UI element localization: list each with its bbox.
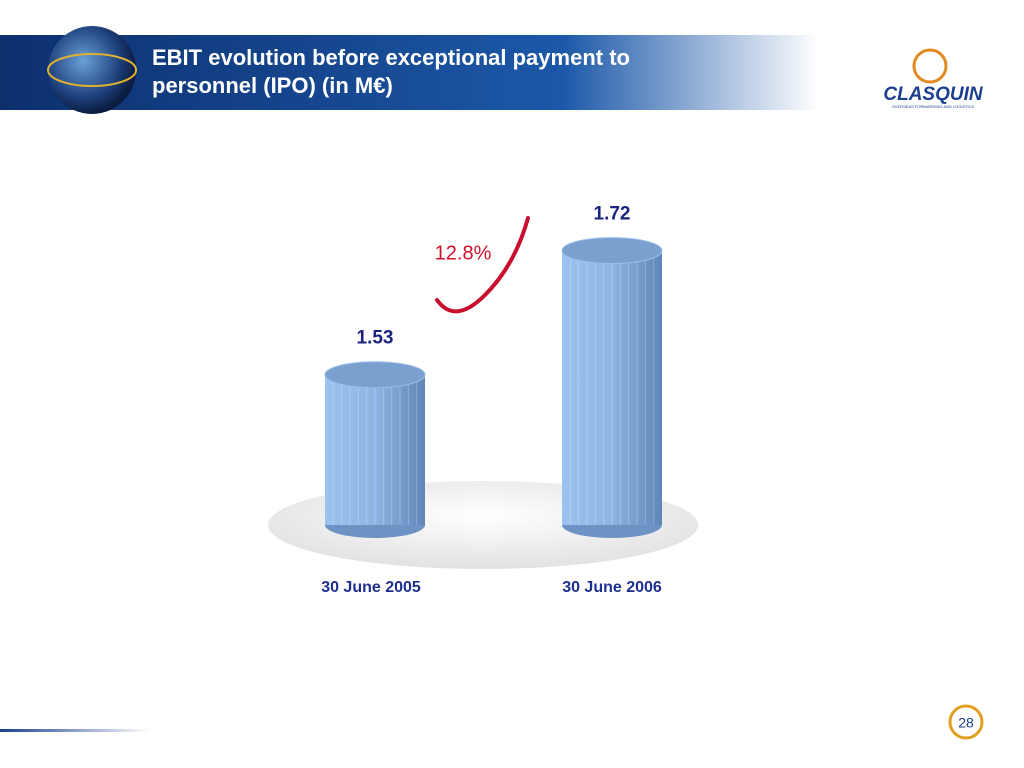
globe-icon [48, 26, 136, 114]
page-badge [948, 704, 984, 740]
x-tick-label: 30 June 2006 [562, 579, 662, 596]
footer-line [0, 729, 150, 732]
value-label: 1.53 [357, 328, 394, 349]
globe-ring [47, 53, 137, 87]
growth-annotation: 12.8% [435, 242, 492, 264]
x-tick-label: 30 June 2005 [321, 579, 421, 596]
bar-top [324, 361, 426, 389]
bar [325, 374, 425, 525]
growth-swoosh [435, 216, 530, 314]
bar-top [561, 237, 663, 265]
logo: CLASQUIN [883, 84, 984, 105]
title-box: EBIT evolution before exceptional paymen… [152, 44, 712, 100]
value-label: 1.72 [594, 204, 631, 225]
header-band [0, 35, 1024, 110]
logo-tagline: OVERSEAS FORWARDING AND LOGISTICS [892, 104, 975, 109]
chart-title: EBIT evolution before exceptional paymen… [152, 45, 630, 98]
bar [562, 250, 662, 525]
page-number: 28 [958, 715, 974, 731]
logo-swirl [912, 48, 948, 84]
